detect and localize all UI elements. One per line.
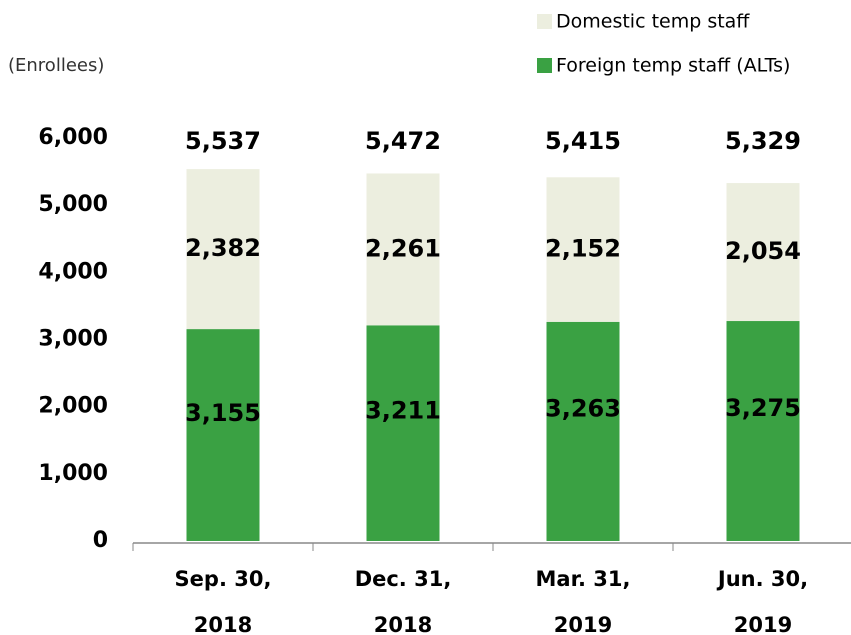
total-label: 5,415 xyxy=(545,127,621,155)
x-tick-label: Jun. 30, 2019 xyxy=(717,567,809,635)
value-label: 3,211 xyxy=(365,397,441,425)
value-label: 2,261 xyxy=(365,234,441,262)
y-tick-label: 0 xyxy=(93,528,108,553)
value-label: 2,152 xyxy=(545,235,621,263)
value-label: 3,155 xyxy=(185,399,261,427)
bar-segment xyxy=(726,183,800,322)
x-tick-label: Sep. 30, 2018 xyxy=(174,567,272,635)
value-label: 3,275 xyxy=(725,394,801,422)
total-label: 5,329 xyxy=(725,127,801,155)
y-tick-label: 4,000 xyxy=(38,259,108,284)
y-tick-label: 1,000 xyxy=(38,461,108,486)
bar-segment xyxy=(366,325,440,541)
total-label: 5,472 xyxy=(365,127,441,155)
legend-label: Foreign temp staff (ALTs) xyxy=(556,55,790,77)
y-tick-label: 5,000 xyxy=(38,192,108,217)
total-label: 5,537 xyxy=(185,127,261,155)
legend-swatch xyxy=(537,58,552,73)
value-label: 3,263 xyxy=(545,395,621,423)
y-tick-label: 3,000 xyxy=(38,327,108,352)
bar-segment xyxy=(186,169,260,330)
y-axis-label: (Enrollees) xyxy=(8,55,104,76)
legend-swatch xyxy=(537,14,552,29)
x-tick-label: Dec. 31, 2018 xyxy=(354,567,452,635)
bar-segment xyxy=(366,173,440,326)
bar-segment xyxy=(726,321,800,541)
legend-label: Domestic temp staff xyxy=(556,11,750,33)
x-tick-label: Mar. 31, 2019 xyxy=(535,567,631,635)
bar-segment xyxy=(546,177,620,322)
bar-segment xyxy=(186,329,260,541)
value-label: 2,382 xyxy=(185,234,261,262)
bar-segment xyxy=(546,321,620,541)
y-tick-label: 6,000 xyxy=(38,125,108,150)
y-tick-label: 2,000 xyxy=(38,394,108,419)
value-label: 2,054 xyxy=(725,237,801,265)
